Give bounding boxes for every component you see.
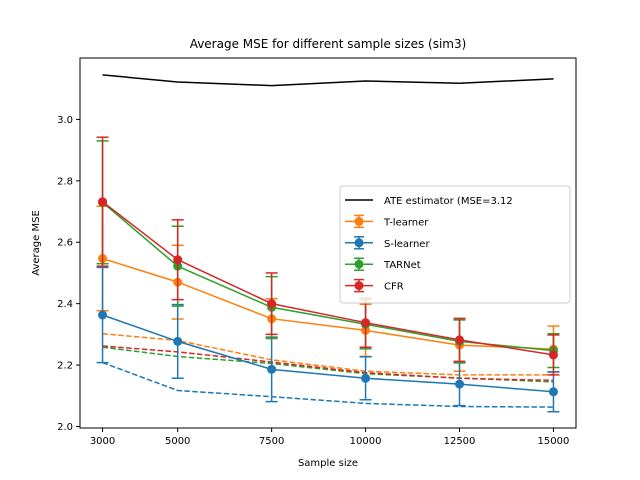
- legend-swatch-marker: [354, 216, 364, 226]
- x-tick-label: 12500: [444, 436, 476, 447]
- data-point: [548, 350, 558, 360]
- series-line: [102, 201, 554, 356]
- x-tick-label: 5000: [165, 436, 190, 447]
- series-line: [102, 345, 554, 382]
- x-tick-label: 10000: [350, 436, 382, 447]
- legend-box: [339, 185, 571, 304]
- data-point: [548, 387, 558, 397]
- data-point: [267, 364, 277, 374]
- series-line: [102, 257, 554, 350]
- legend-label: ATE estimator (MSE=3.12: [384, 196, 513, 207]
- legend: ATE estimator (MSE=3.12 T-learner S-learne…: [339, 185, 571, 304]
- legend-swatch-marker: [354, 281, 364, 291]
- series-line: [102, 361, 554, 408]
- legend-swatch-marker: [354, 259, 364, 269]
- y-tick-label: 2.6: [57, 238, 73, 249]
- data-point: [361, 373, 371, 383]
- y-tick-label: 2.8: [57, 176, 73, 187]
- plot-frame: [79, 57, 577, 429]
- legend-label: T-learner: [383, 217, 429, 228]
- data-point: [267, 299, 277, 309]
- chart-title: Average MSE for different sample sizes (…: [190, 37, 467, 51]
- legend-label: TARNet: [383, 260, 421, 271]
- data-point: [455, 335, 465, 345]
- x-tick-label: 15000: [538, 436, 570, 447]
- series-line: [102, 314, 554, 393]
- data-point: [98, 310, 108, 320]
- data-point: [455, 379, 465, 389]
- x-axis-label: Sample size: [298, 458, 358, 469]
- series-line: [102, 74, 554, 87]
- axis-layer: 3000 5000 7500 10000 12500 15000 2.0 2.2 2.4 2.6 2…: [57, 115, 569, 447]
- series-line: [102, 346, 554, 383]
- data-point: [361, 318, 371, 328]
- legend-swatch-marker: [354, 238, 364, 248]
- legend-label: S-learner: [384, 239, 430, 250]
- y-tick-label: 2.2: [57, 361, 73, 372]
- data-point: [173, 336, 183, 346]
- y-tick-label: 3.0: [57, 115, 73, 126]
- data-point: [173, 255, 183, 265]
- legend-label: CFR: [384, 282, 404, 293]
- series-line: [102, 332, 554, 376]
- x-tick-label: 7500: [259, 436, 284, 447]
- y-tick-label: 2.0: [57, 422, 73, 433]
- y-axis-label: Average MSE: [31, 210, 42, 276]
- series-layer: [96, 74, 560, 413]
- y-tick-label: 2.4: [57, 299, 73, 310]
- data-point: [98, 197, 108, 207]
- x-tick-label: 3000: [90, 436, 115, 447]
